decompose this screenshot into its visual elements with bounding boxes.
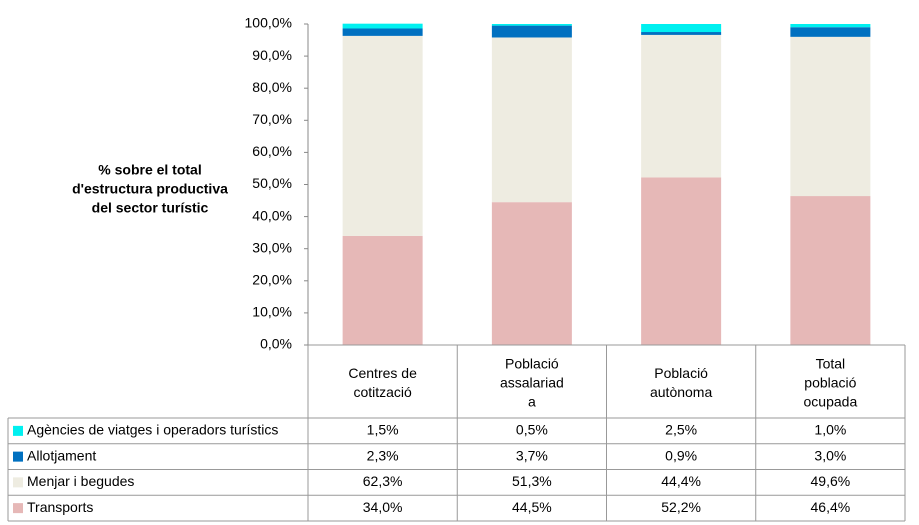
y-tick-label: 90,0% xyxy=(252,47,292,63)
data-label: 1,5% xyxy=(367,422,399,438)
data-label: 3,7% xyxy=(516,447,548,463)
y-axis-label: d'estructura productiva xyxy=(72,181,228,197)
legend-swatch xyxy=(13,477,23,488)
data-label: 2,5% xyxy=(665,422,697,438)
data-label: 3,0% xyxy=(814,447,846,463)
bar-segment xyxy=(790,36,871,197)
data-label: 52,2% xyxy=(661,499,701,515)
y-axis-label: % sobre el total xyxy=(98,162,201,178)
bar-segment xyxy=(491,37,572,203)
y-axis-label: del sector turístic xyxy=(92,200,209,216)
data-label: 0,5% xyxy=(516,422,548,438)
category-label: cotització xyxy=(353,384,412,400)
bar-segment xyxy=(342,28,423,36)
bar-segment xyxy=(342,35,423,236)
legend-label: Agències de viatges i operadors turístic… xyxy=(27,422,278,438)
legend-label: Allotjament xyxy=(27,447,96,463)
category-label: ocupada xyxy=(804,394,858,410)
y-tick-label: 30,0% xyxy=(252,239,292,255)
category-label: autònoma xyxy=(650,384,712,400)
data-label: 62,3% xyxy=(363,473,403,489)
legend-swatch xyxy=(13,425,23,436)
legend-swatch xyxy=(13,503,23,514)
y-tick-label: 70,0% xyxy=(252,111,292,127)
legend-swatch xyxy=(13,451,23,462)
bar-segment xyxy=(790,24,871,28)
bar-segment xyxy=(491,25,572,38)
y-tick-label: 80,0% xyxy=(252,79,292,95)
category-label: Total xyxy=(816,356,846,372)
data-label: 49,6% xyxy=(811,473,851,489)
bar-segment xyxy=(641,24,722,33)
bar-segment xyxy=(491,24,572,26)
data-label: 2,3% xyxy=(367,447,399,463)
data-label: 46,4% xyxy=(811,499,851,515)
y-tick-label: 100,0% xyxy=(245,15,292,31)
category-label: assalariad xyxy=(500,375,564,391)
data-label: 34,0% xyxy=(363,499,403,515)
data-label: 44,5% xyxy=(512,499,552,515)
category-label: Població xyxy=(505,356,559,372)
legend-label: Transports xyxy=(27,499,93,515)
data-label: 44,4% xyxy=(661,473,701,489)
y-tick-label: 10,0% xyxy=(252,304,292,320)
y-tick-label: 50,0% xyxy=(252,175,292,191)
bar-segment xyxy=(641,34,722,178)
bar-segment xyxy=(790,27,871,37)
data-label: 1,0% xyxy=(814,422,846,438)
category-label: Centres de xyxy=(348,365,417,381)
bar-segment xyxy=(491,202,572,345)
category-label: població xyxy=(804,375,856,391)
legend-label: Menjar i begudes xyxy=(27,473,134,489)
y-tick-label: 0,0% xyxy=(260,336,292,352)
bar-segment xyxy=(641,32,722,35)
y-tick-label: 40,0% xyxy=(252,207,292,223)
bar-segment xyxy=(641,177,722,345)
y-tick-label: 20,0% xyxy=(252,272,292,288)
category-label: Població xyxy=(654,365,708,381)
y-tick-label: 60,0% xyxy=(252,143,292,159)
data-label: 0,9% xyxy=(665,447,697,463)
bar-segment xyxy=(342,235,423,345)
bar-segment xyxy=(790,196,871,345)
category-label: a xyxy=(528,394,536,410)
bar-segment xyxy=(342,23,423,29)
data-label: 51,3% xyxy=(512,473,552,489)
